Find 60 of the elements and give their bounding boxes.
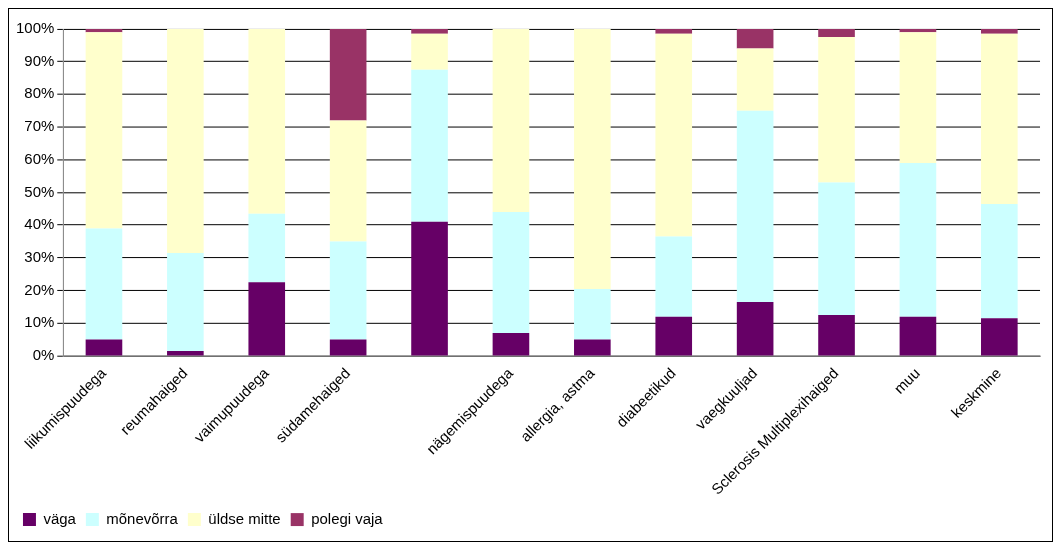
bar xyxy=(655,316,693,356)
y-tick-label: 100% xyxy=(16,19,55,37)
legend-label: mõnevõrra xyxy=(106,509,179,527)
bar xyxy=(818,315,855,356)
legend-label: polegi vaja xyxy=(311,509,384,527)
y-tick-label: 80% xyxy=(24,84,55,102)
bar xyxy=(492,28,530,213)
y-tick-label: 40% xyxy=(24,215,55,233)
bar xyxy=(411,28,448,34)
y-tick-label: 90% xyxy=(24,51,55,69)
bar xyxy=(655,33,693,237)
bar xyxy=(736,301,774,356)
bar xyxy=(85,339,123,356)
bar xyxy=(492,333,530,356)
bar xyxy=(981,33,1018,204)
bar xyxy=(329,120,367,242)
y-tick-label: 60% xyxy=(24,149,55,167)
bar xyxy=(248,213,286,283)
y-tick-label: 30% xyxy=(24,247,55,265)
legend-label: üldse mitte xyxy=(208,509,281,527)
x-tick-label: muu xyxy=(890,364,923,397)
bar xyxy=(167,28,204,253)
bar xyxy=(574,288,611,340)
bar xyxy=(899,316,937,356)
bar xyxy=(329,241,367,340)
bar xyxy=(411,221,448,356)
bar xyxy=(736,110,774,302)
bar xyxy=(167,252,204,352)
legend-label: väga xyxy=(43,509,77,527)
bar xyxy=(411,69,448,222)
bar xyxy=(167,351,204,356)
y-tick-label: 20% xyxy=(24,280,55,298)
bar xyxy=(818,37,855,183)
y-tick-label: 10% xyxy=(24,313,55,331)
bar xyxy=(899,163,937,317)
bar xyxy=(248,28,286,214)
y-tick-label: 70% xyxy=(24,117,55,135)
bar xyxy=(574,339,611,356)
bar xyxy=(981,203,1018,319)
bar xyxy=(574,28,611,289)
bar xyxy=(981,28,1018,34)
bar xyxy=(736,28,774,49)
bar xyxy=(411,33,448,70)
bar xyxy=(329,339,367,356)
bar xyxy=(492,212,530,334)
bar xyxy=(85,28,123,33)
bar xyxy=(655,28,693,34)
bar xyxy=(981,318,1018,356)
bar xyxy=(818,28,855,38)
y-tick-label: 0% xyxy=(32,346,55,364)
bar xyxy=(655,236,693,317)
bar xyxy=(85,32,123,229)
bar xyxy=(248,282,286,356)
bar xyxy=(899,28,937,33)
bar xyxy=(899,32,937,163)
bar xyxy=(818,182,855,316)
bar xyxy=(85,228,123,340)
bar xyxy=(736,48,774,111)
y-tick-label: 50% xyxy=(24,182,55,200)
bar xyxy=(329,28,367,121)
